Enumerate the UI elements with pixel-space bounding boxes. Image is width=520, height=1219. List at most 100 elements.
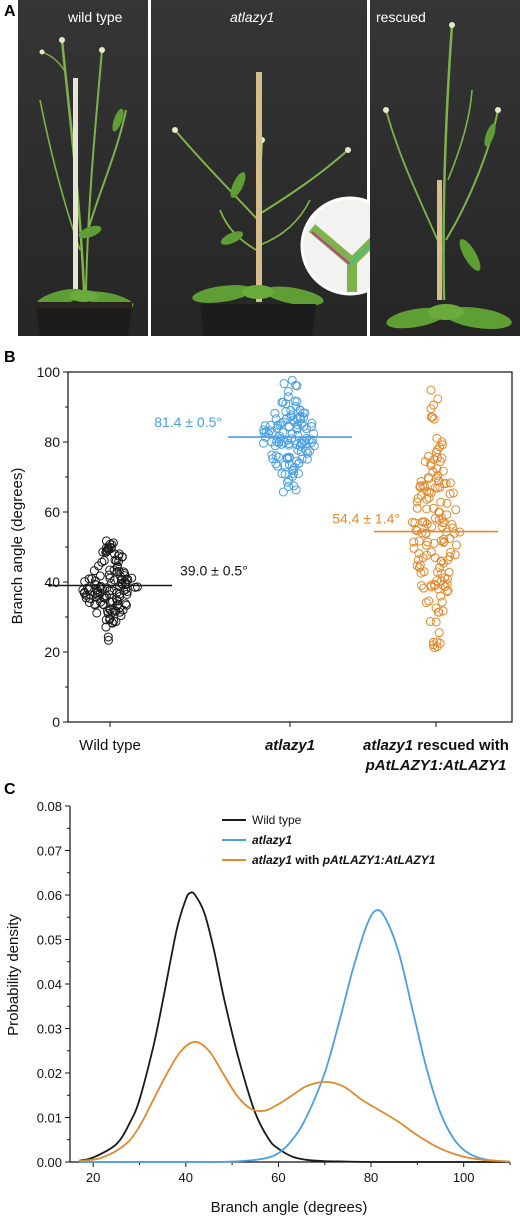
b-data-point [436,591,446,601]
b-data-point [115,589,125,599]
b-data-point [305,446,315,456]
b-data-point [288,471,298,481]
b-data-point [428,637,438,647]
b-data-point [95,582,105,592]
b-data-point [109,565,119,575]
b-data-point [104,570,114,580]
b-data-point [429,643,439,653]
b-data-point [116,572,126,582]
c-y-tick-label: 0.07 [37,844,62,859]
b-data-point [260,421,270,431]
b-data-point [103,608,113,618]
flower [39,49,45,55]
b-data-point [436,497,446,507]
b-data-point [415,563,425,573]
photo-caption-wild-type: wild type [67,9,123,25]
panel-label-b: B [4,349,16,366]
b-x-label-rescued-line2: pAtLAZY1:AtLAZY1 [365,757,507,774]
b-data-point [287,434,297,444]
b-data-point [426,458,436,468]
plant-stem [385,109,443,251]
inset-angle-mark [311,231,351,265]
b-data-point [437,513,447,523]
b-data-point [102,583,112,593]
c-x-tick-label: 40 [179,1170,193,1185]
b-data-point [107,618,117,628]
b-y-tick-label: 40 [44,574,60,590]
leaf [428,304,464,320]
b-data-point [442,498,452,508]
b-data-point [433,394,443,404]
b-data-point [448,488,458,498]
b-data-point [416,568,426,578]
b-data-point [440,573,450,583]
support-stick [437,180,442,300]
b-data-point [422,519,432,529]
b-x-label-wild-type: Wild type [79,737,141,754]
b-data-point [122,587,132,597]
b-data-point [416,476,426,486]
b-data-point [84,597,94,607]
b-data-point [287,375,297,385]
photo-rescued: rescued [370,0,520,336]
b-data-point [82,583,92,593]
b-data-point [414,536,424,546]
b-data-point [289,481,299,491]
c-y-tick-label: 0.04 [37,977,62,992]
b-data-point [122,589,132,599]
b-data-point [432,637,442,647]
b-y-tick-label: 80 [44,434,60,450]
plant-stem [442,24,454,301]
panel-label-c: C [4,781,16,798]
b-data-point [289,462,299,472]
b-data-point [274,437,284,447]
b-data-point [127,573,137,583]
b-data-point [95,571,105,581]
b-data-point [444,567,454,577]
flower [345,147,351,153]
leaf [78,225,102,239]
b-data-point [438,606,448,616]
b-data-point [281,407,291,417]
b-data-point [293,445,303,455]
b-means: 39.0 ± 0.5° 81.4 ± 0.5° 54.4 ± 1.4° [48,414,498,587]
b-data-point [92,608,102,618]
b-data-point [277,469,287,479]
b-data-point [303,448,313,458]
b-data-point [101,622,111,632]
c-x-tick-label: 100 [453,1170,475,1185]
b-data-point [271,451,281,461]
c-series-line [79,909,511,1163]
b-data-point [278,487,288,497]
b-data-point [85,593,95,603]
b-data-point [114,566,124,576]
b-data-point [273,420,283,430]
b-data-point [297,454,307,464]
b-data-point [279,379,289,389]
b-data-point [445,552,455,562]
b-data-point [441,478,451,488]
b-data-point [450,550,460,560]
b-data-point [422,504,432,514]
c-legend: Wild type atlazy1 atlazy1 with pAtLAZY1:… [222,813,436,867]
c-series-line [79,1040,511,1163]
b-data-point [301,446,311,456]
b-data-point [99,556,109,566]
plant-stem [87,109,127,231]
b-data-point [130,582,140,592]
b-data-point [442,587,452,597]
b-data-point [286,412,296,422]
b-data-point [434,607,444,617]
b-data-point [428,412,438,422]
b-data-point [445,478,455,488]
c-y-tick-label: 0.03 [37,1022,62,1037]
b-x-label-rescued-italic: atlazy1 [363,737,413,754]
b-data-point [101,547,111,557]
b-data-point [106,542,116,552]
b-data-point [93,586,103,596]
b-x-label-rescued-line1: atlazy1 rescued with [363,737,509,754]
b-data-point [449,528,459,538]
b-data-point [293,420,303,430]
plant-pot [200,304,316,336]
